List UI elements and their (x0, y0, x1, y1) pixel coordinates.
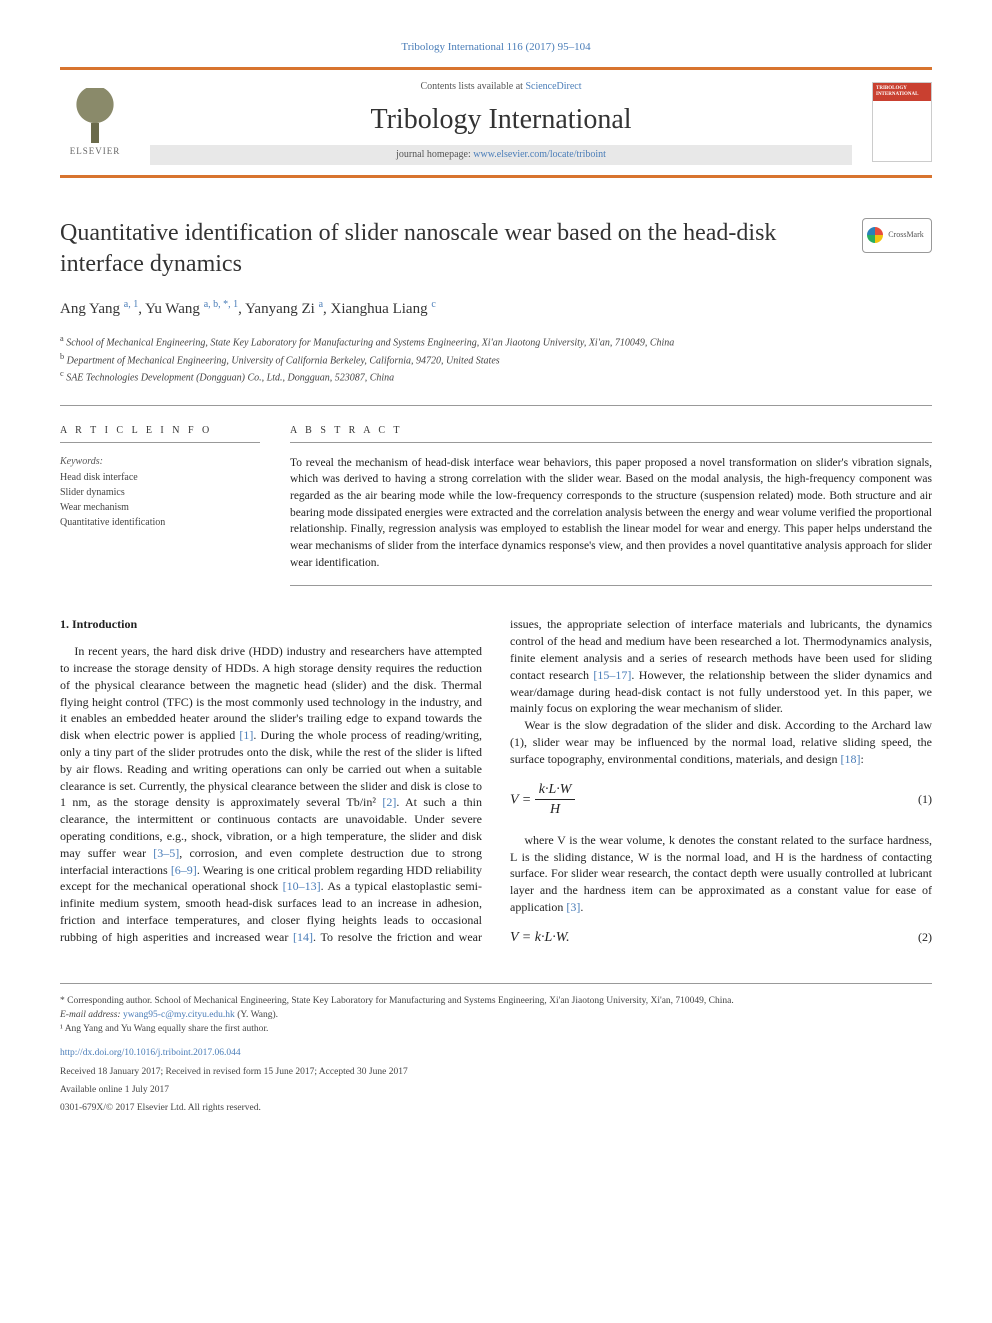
equation-2: V = k·L·W. (2) (510, 928, 932, 948)
crossmark-badge[interactable]: CrossMark (862, 218, 932, 253)
journal-header: ELSEVIER Contents lists available at Sci… (60, 67, 932, 178)
citation-1[interactable]: [1] (239, 728, 253, 742)
authors-line: Ang Yang a, 1, Yu Wang a, b, *, 1, Yanya… (60, 298, 932, 319)
author-note: ¹ Ang Yang and Yu Wang equally share the… (60, 1022, 932, 1036)
intro-heading: 1. Introduction (60, 616, 482, 633)
copyright-line: 0301-679X/© 2017 Elsevier Ltd. All right… (60, 1101, 932, 1115)
top-reference: Tribology International 116 (2017) 95–10… (60, 40, 932, 55)
intro-paragraph-2: Wear is the slow degradation of the slid… (510, 717, 932, 767)
contents-line: Contents lists available at ScienceDirec… (150, 80, 852, 94)
equation-1: V = k·L·WH (1) (510, 780, 932, 820)
received-line: Received 18 January 2017; Received in re… (60, 1065, 932, 1079)
keywords-label: Keywords: (60, 455, 260, 469)
keywords-list: Head disk interfaceSlider dynamicsWear m… (60, 470, 260, 530)
equation-1-number: (1) (918, 791, 932, 808)
citation-6-9[interactable]: [6–9] (171, 863, 197, 877)
citation-18[interactable]: [18] (840, 752, 860, 766)
homepage-line: journal homepage: www.elsevier.com/locat… (150, 145, 852, 165)
homepage-link[interactable]: www.elsevier.com/locate/triboint (473, 149, 606, 160)
available-line: Available online 1 July 2017 (60, 1083, 932, 1097)
abstract-block: A B S T R A C T To reveal the mechanism … (290, 424, 932, 586)
corresponding-author: * Corresponding author. School of Mechan… (60, 994, 932, 1008)
citation-14[interactable]: [14] (293, 930, 313, 944)
homepage-prefix: journal homepage: (396, 149, 473, 160)
intro-paragraph-3: where V is the wear volume, k denotes th… (510, 832, 932, 916)
elsevier-tree-icon (70, 88, 120, 143)
article-info-block: A R T I C L E I N F O Keywords: Head dis… (60, 424, 260, 586)
publisher-name: ELSEVIER (70, 145, 121, 157)
body-two-column: 1. Introduction In recent years, the har… (60, 616, 932, 952)
abstract-heading: A B S T R A C T (290, 424, 932, 443)
article-title: Quantitative identification of slider na… (60, 218, 862, 280)
affiliations: a School of Mechanical Engineering, Stat… (60, 333, 932, 385)
elsevier-logo: ELSEVIER (60, 82, 130, 162)
email-link[interactable]: ywang95-c@my.cityu.edu.hk (123, 1010, 235, 1020)
doi-link[interactable]: http://dx.doi.org/10.1016/j.triboint.201… (60, 1046, 932, 1060)
citation-10-13[interactable]: [10–13] (283, 879, 321, 893)
journal-name: Tribology International (150, 101, 852, 139)
citation-2[interactable]: [2] (382, 795, 396, 809)
article-info-heading: A R T I C L E I N F O (60, 424, 260, 443)
email-line: E-mail address: ywang95-c@my.cityu.edu.h… (60, 1008, 932, 1022)
footer-block: * Corresponding author. School of Mechan… (60, 983, 932, 1116)
contents-prefix: Contents lists available at (420, 81, 525, 92)
citation-3b[interactable]: [3] (566, 900, 580, 914)
sciencedirect-link[interactable]: ScienceDirect (525, 81, 581, 92)
equation-2-number: (2) (918, 929, 932, 946)
journal-cover-thumbnail (872, 82, 932, 162)
citation-3-5[interactable]: [3–5] (153, 846, 179, 860)
citation-15-17[interactable]: [15–17] (593, 668, 631, 682)
abstract-text: To reveal the mechanism of head-disk int… (290, 455, 932, 587)
